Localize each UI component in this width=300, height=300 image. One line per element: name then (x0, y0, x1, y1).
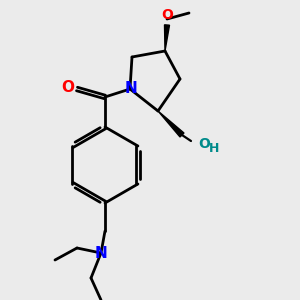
Text: N: N (124, 80, 137, 95)
Text: O: O (161, 8, 173, 22)
Polygon shape (164, 25, 169, 51)
Text: O: O (61, 80, 74, 94)
Text: O: O (198, 137, 210, 151)
Polygon shape (158, 111, 184, 137)
Text: H: H (209, 142, 219, 154)
Text: N: N (94, 247, 107, 262)
